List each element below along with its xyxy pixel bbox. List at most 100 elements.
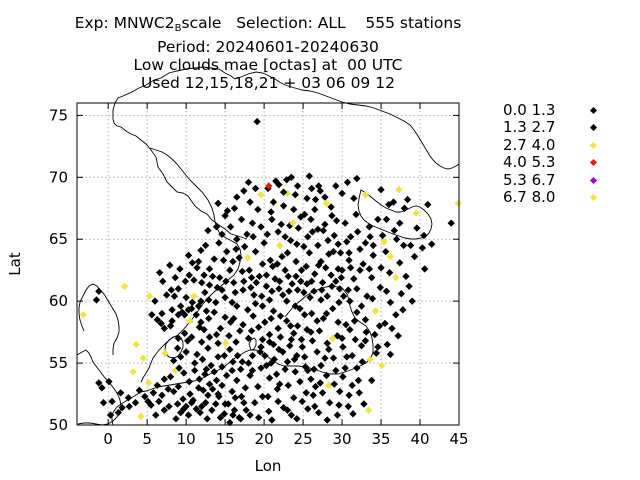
station-marker	[365, 223, 374, 231]
station-marker	[199, 386, 207, 395]
station-marker	[231, 288, 239, 297]
station-marker	[265, 330, 274, 339]
station-marker	[308, 337, 317, 345]
station-marker	[287, 335, 296, 344]
legend-marker	[589, 106, 598, 115]
station-marker	[402, 272, 410, 281]
station-marker	[307, 309, 316, 318]
title-line-3: Low clouds mae [octas] at 00 UTC	[133, 56, 403, 74]
station-marker	[240, 399, 248, 407]
station-marker	[383, 340, 391, 349]
station-marker	[343, 178, 352, 186]
station-marker	[155, 397, 163, 406]
station-marker	[345, 391, 353, 399]
legend: 0.0 1.3 1.3 2.7 2.7 4.0 4.0 5.3 5.3 6.7 6.7 8…	[500, 102, 610, 206]
station-marker	[257, 364, 265, 372]
station-marker	[190, 276, 198, 284]
station-marker	[300, 242, 308, 251]
station-marker	[296, 377, 304, 386]
station-marker	[233, 302, 241, 310]
station-marker	[166, 261, 174, 269]
station-marker	[201, 370, 209, 378]
station-marker	[424, 200, 432, 209]
station-marker	[164, 385, 172, 393]
station-marker	[182, 348, 190, 356]
station-marker	[180, 311, 189, 319]
x-tick-label: 45	[449, 430, 468, 448]
station-marker	[375, 322, 384, 330]
station-marker	[454, 199, 462, 207]
station-marker	[137, 412, 145, 421]
station-marker	[184, 337, 192, 345]
station-marker	[307, 184, 316, 193]
station-marker	[305, 249, 313, 257]
station-marker	[276, 380, 284, 388]
station-marker	[114, 408, 122, 417]
station-marker	[283, 406, 292, 414]
gotland-coastline	[248, 337, 257, 351]
title-line-1-suffix: scale Selection: ALL 555 stations	[181, 14, 462, 32]
station-marker	[256, 348, 264, 356]
station-marker	[132, 340, 140, 349]
station-marker	[201, 288, 209, 297]
station-marker	[179, 395, 187, 403]
station-marker	[265, 296, 274, 304]
station-marker	[310, 365, 318, 373]
station-marker	[390, 226, 398, 235]
station-marker	[304, 233, 312, 241]
station-marker	[184, 251, 193, 260]
legend-label: 2.7 4.0	[503, 135, 556, 154]
station-marker	[321, 220, 329, 229]
station-marker	[300, 311, 309, 319]
station-marker	[286, 236, 295, 245]
station-marker	[369, 251, 377, 260]
station-marker	[413, 224, 421, 232]
station-marker	[223, 371, 231, 380]
station-marker	[311, 195, 320, 204]
station-marker	[418, 244, 427, 252]
station-marker	[195, 375, 204, 383]
station-marker	[258, 302, 267, 310]
station-marker	[168, 317, 176, 325]
station-marker	[290, 394, 298, 402]
station-marker	[267, 314, 275, 323]
station-marker	[226, 223, 235, 231]
station-marker	[208, 272, 217, 281]
station-marker	[157, 319, 165, 328]
legend-label: 1.3 2.7	[503, 118, 556, 137]
station-marker	[229, 358, 237, 366]
station-markers	[79, 117, 462, 427]
station-marker	[392, 273, 400, 282]
station-marker	[317, 296, 325, 304]
station-marker	[317, 361, 325, 370]
station-marker	[306, 293, 314, 302]
station-marker	[228, 366, 236, 375]
station-marker	[233, 351, 242, 360]
station-marker	[362, 328, 370, 336]
station-marker	[257, 223, 265, 231]
station-marker	[283, 358, 292, 366]
legend-marker	[589, 141, 598, 149]
y-tick-label: 70	[49, 168, 68, 186]
station-marker	[349, 410, 357, 418]
station-marker	[281, 233, 289, 241]
station-marker	[265, 182, 273, 190]
station-marker	[167, 286, 176, 294]
station-marker	[293, 286, 302, 294]
station-marker	[277, 220, 285, 229]
station-marker	[247, 327, 256, 335]
station-marker	[325, 381, 333, 390]
station-marker	[232, 245, 240, 253]
station-marker	[350, 317, 359, 325]
station-marker	[311, 402, 319, 411]
station-marker	[338, 189, 346, 198]
station-marker	[229, 257, 237, 266]
station-marker	[262, 282, 271, 290]
station-marker	[193, 350, 201, 359]
station-marker	[302, 262, 310, 271]
station-marker	[160, 324, 168, 333]
station-marker	[290, 329, 298, 338]
station-marker	[311, 270, 319, 278]
station-marker	[193, 264, 201, 272]
station-marker	[160, 406, 168, 414]
